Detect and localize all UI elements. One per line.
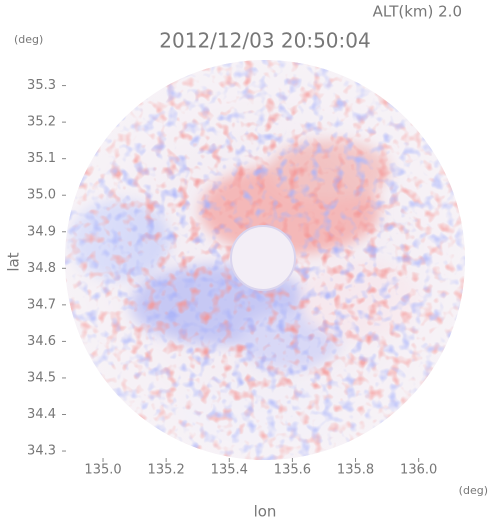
y-axis-label: lat: [5, 252, 23, 271]
y-tick-label: 34.4: [27, 407, 56, 422]
radar-field: [65, 60, 465, 460]
y-tick-label: 34.3: [27, 444, 56, 459]
y-tick-label: 35.3: [27, 78, 56, 93]
x-tick-label: 135.4: [211, 463, 248, 478]
y-tick-label: 35.0: [27, 188, 56, 203]
y-tick-label: 34.8: [27, 261, 56, 276]
x-tick-label: 136.0: [400, 463, 437, 478]
chart-title: 2012/12/03 20:50:04: [159, 29, 370, 53]
y-tick-label: 35.2: [27, 115, 56, 130]
y-unit: (deg): [14, 33, 43, 46]
y-tick-label: 34.6: [27, 334, 56, 349]
x-tick-label: 135.6: [274, 463, 311, 478]
x-axis-label: lon: [254, 503, 277, 521]
axes: ALT(km) 2.0 (deg) 2012/12/03 20:50:04 la…: [5, 3, 489, 521]
x-unit: (deg): [459, 484, 488, 497]
x-tick-label: 135.2: [148, 463, 185, 478]
x-tick-label: 135.0: [84, 463, 121, 478]
subtitle: ALT(km) 2.0: [373, 3, 462, 21]
y-tick-label: 34.9: [27, 224, 56, 239]
x-tick-label: 135.8: [337, 463, 374, 478]
y-tick-label: 34.7: [27, 297, 56, 312]
y-tick-label: 35.1: [27, 151, 56, 166]
y-tick-label: 34.5: [27, 370, 56, 385]
